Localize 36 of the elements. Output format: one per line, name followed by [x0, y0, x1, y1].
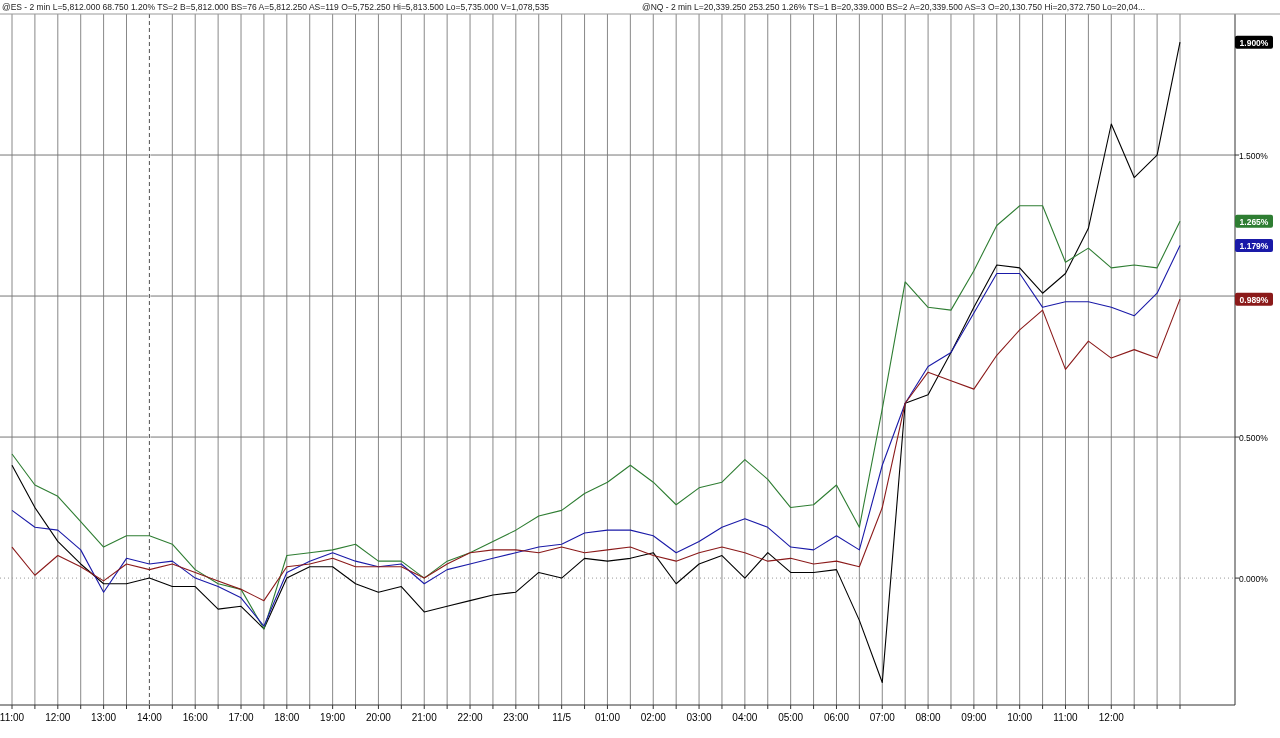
x-tick-label: 04:00	[732, 712, 758, 723]
text: @NQ - 2 min L=20,339.250 253.250 1.26% TS=1 B=20,339.000 BS=2 A=20,339.500 AS=3 O=20,130.750 Hi=20,372.750 Lo=20,04...	[642, 2, 1146, 12]
x-tick-label: 05:00	[778, 712, 804, 723]
x-tick-label: 02:00	[640, 712, 667, 723]
line-series	[11, 41, 1181, 683]
text: 1.265%	[1239, 216, 1269, 227]
x-tick-label: 13:00	[91, 712, 117, 723]
x-tick-label: 19:00	[320, 712, 346, 723]
y-tick-label: 0.500%	[1239, 432, 1269, 443]
line-series	[11, 298, 1181, 602]
x-tick-label: 22:00	[457, 712, 483, 723]
x-tick-label: 11:00	[1053, 712, 1079, 723]
x-tick-label: 17:00	[228, 712, 254, 723]
x-tick-label: 03:00	[686, 712, 713, 723]
x-tick-label: 11:00	[0, 712, 25, 723]
x-tick-label: 21:00	[411, 712, 438, 723]
text: 1.900%	[1239, 37, 1269, 48]
x-tick-label: 07:00	[869, 712, 896, 723]
x-tick-label: 20:00	[365, 712, 392, 723]
text: @ES - 2 min L=5,812.000 68.750 1.20% TS=2 B=5,812.000 BS=76 A=5,812.250 AS=119 O=5,752.250 Hi=5,813.500 Lo=5,735.000 V=1,078,535	[2, 2, 550, 12]
x-tick-label: 06:00	[823, 712, 850, 723]
x-tick-label: 12:00	[1098, 712, 1125, 723]
y-tick-label: 1.500%	[1239, 150, 1269, 161]
text: 1.179%	[1239, 241, 1269, 252]
x-tick-label: 23:00	[503, 712, 529, 723]
x-tick-label: 14:00	[136, 712, 163, 723]
x-tick-label: 18:00	[274, 712, 300, 723]
x-tick-label: 16:00	[182, 712, 209, 723]
x-tick-label: 10:00	[1007, 712, 1033, 723]
y-tick-label: 0.000%	[1239, 573, 1269, 584]
x-tick-label: 12:00	[45, 712, 71, 723]
x-tick-label: 09:00	[961, 712, 987, 723]
x-tick-label: 11/5	[552, 712, 572, 723]
text: 0.989%	[1239, 294, 1269, 305]
x-tick-label: 08:00	[915, 712, 942, 723]
x-tick-label: 01:00	[594, 712, 621, 723]
